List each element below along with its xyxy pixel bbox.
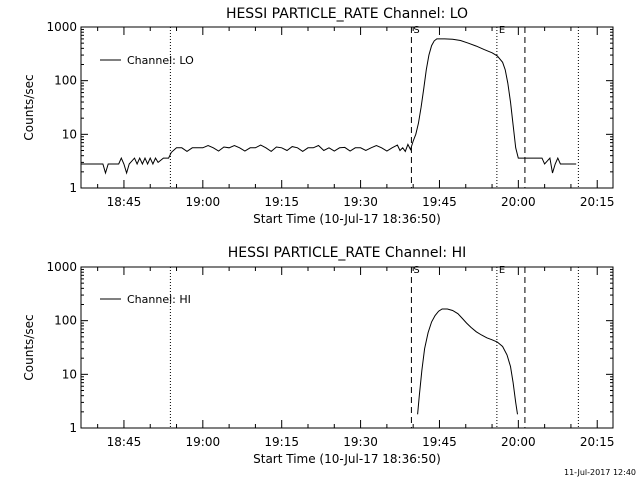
x-tick-label: 18:45: [107, 195, 142, 209]
y-tick-label: 100: [54, 314, 77, 328]
plot-frame: [80, 26, 614, 189]
x-tick-label: 20:15: [580, 435, 615, 449]
x-tick-label: 20:00: [501, 435, 536, 449]
chart-panel-hi: HESSI PARTICLE_RATE Channel: HI Counts/se…: [22, 245, 615, 466]
x-tick-label: 19:45: [422, 195, 457, 209]
y-tick-label: 10: [62, 367, 77, 381]
x-tick-label: 19:30: [343, 435, 378, 449]
x-tick-label: 19:30: [343, 195, 378, 209]
x-tick-label: 18:45: [107, 435, 142, 449]
marker-label-e: E: [499, 265, 505, 276]
plot-frame: [80, 266, 614, 429]
x-tick-label: 19:00: [186, 195, 221, 209]
chart-title: HESSI PARTICLE_RATE Channel: HI: [228, 245, 466, 261]
footer-timestamp: 11-Jul-2017 12:40: [564, 468, 636, 477]
legend-label: Channel: HI: [127, 293, 191, 306]
x-tick-label: 20:15: [580, 195, 615, 209]
y-tick-label: 1000: [46, 260, 77, 274]
series-line-lo: [81, 38, 577, 175]
y-axis-label: Counts/sec: [22, 74, 36, 140]
x-tick-label: 19:00: [186, 435, 221, 449]
y-tick-label: 1000: [46, 20, 77, 34]
x-axis-label: Start Time (10-Jul-17 18:36:50): [253, 452, 441, 466]
y-tick-label: 1: [69, 181, 77, 195]
y-tick-label: 1: [69, 421, 77, 435]
marker-label-e: E: [499, 25, 505, 36]
x-tick-label: 19:15: [264, 195, 299, 209]
y-tick-label: 100: [54, 74, 77, 88]
x-tick-label: 19:45: [422, 435, 457, 449]
x-tick-label: 19:15: [264, 435, 299, 449]
chart-panel-lo: HESSI PARTICLE_RATE Channel: LO Counts/se…: [22, 6, 615, 226]
series-line-hi: [417, 308, 518, 415]
x-tick-label: 20:00: [501, 195, 536, 209]
chart-title: HESSI PARTICLE_RATE Channel: LO: [226, 6, 468, 22]
y-axis-label: Counts/sec: [22, 314, 36, 380]
x-axis-label: Start Time (10-Jul-17 18:36:50): [253, 212, 441, 226]
marker-label-s: S: [413, 265, 419, 276]
y-tick-label: 10: [62, 127, 77, 141]
legend-label: Channel: LO: [127, 54, 194, 67]
marker-label-s: S: [413, 25, 419, 36]
